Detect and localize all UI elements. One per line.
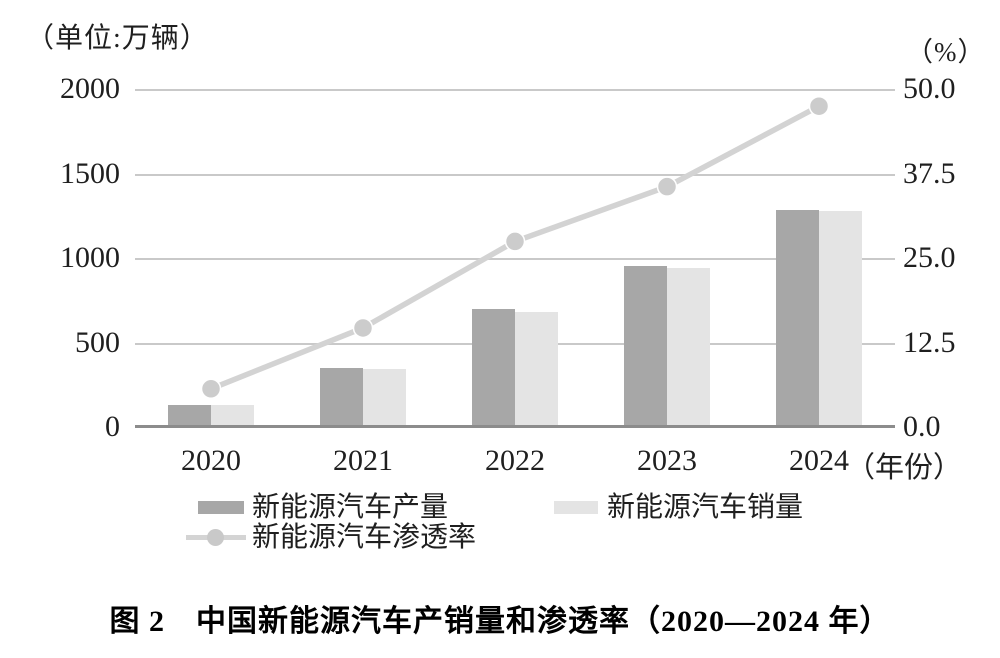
legend-swatch-production — [198, 501, 244, 514]
plot-area — [135, 89, 895, 428]
left-tick-label-0: 0 — [105, 410, 120, 443]
penetration-dot-2023 — [656, 176, 678, 197]
bar-sales-2023 — [667, 267, 710, 425]
bar-production-2023 — [624, 265, 667, 425]
bar-sales-2021 — [363, 368, 406, 425]
penetration-dot-2021 — [352, 317, 374, 339]
bar-sales-2024 — [819, 210, 862, 425]
right-tick-label-50.0: 50.0 — [903, 72, 956, 105]
bar-production-2022 — [472, 308, 515, 425]
legend-label-penetration: 新能源汽车渗透率 — [252, 522, 477, 553]
penetration-dot-2020 — [200, 378, 222, 400]
right-tick-label-12.5: 12.5 — [903, 325, 956, 359]
x-axis-year-suffix: （年份） — [846, 452, 963, 484]
right-tick-label-37.5: 37.5 — [903, 156, 956, 190]
gridline-1500 — [135, 173, 895, 176]
gridline-2000 — [135, 89, 895, 91]
left-tick-label-1500: 1500 — [60, 156, 120, 190]
right-tick-label-0.0: 0.0 — [903, 410, 941, 443]
left-tick-label-500: 500 — [75, 325, 120, 359]
x-axis-line — [135, 425, 895, 428]
legend-label-sales: 新能源汽车销量 — [607, 492, 804, 523]
legend-swatch-sales — [554, 501, 598, 514]
bar-sales-2022 — [515, 311, 558, 425]
right-tick-label-25.0: 25.0 — [903, 241, 956, 274]
legend-dot-penetration-icon — [207, 529, 224, 546]
gridline-1000 — [135, 258, 895, 260]
x-label-2023: 2023 — [637, 444, 697, 477]
penetration-dot-2022 — [504, 231, 526, 252]
right-axis-unit-label: （%） — [906, 37, 986, 67]
x-label-2022: 2022 — [485, 444, 545, 477]
bar-production-2020 — [168, 404, 211, 425]
penetration-line-layer — [200, 95, 830, 400]
left-axis-unit-label: （单位:万辆） — [26, 23, 209, 54]
x-label-2021: 2021 — [333, 444, 393, 477]
x-label-2024: 2024 — [789, 444, 849, 477]
legend-label-production: 新能源汽车产量 — [252, 492, 449, 523]
figure-caption: 图 2 中国新能源汽车产销量和渗透率（2020—2024 年） — [109, 605, 891, 638]
left-tick-label-2000: 2000 — [60, 72, 120, 105]
bar-production-2021 — [320, 368, 363, 425]
penetration-dot-2024 — [808, 95, 830, 117]
bar-production-2024 — [776, 210, 819, 425]
x-label-2020: 2020 — [181, 444, 241, 477]
left-tick-label-1000: 1000 — [60, 241, 120, 274]
bar-sales-2020 — [211, 404, 254, 425]
